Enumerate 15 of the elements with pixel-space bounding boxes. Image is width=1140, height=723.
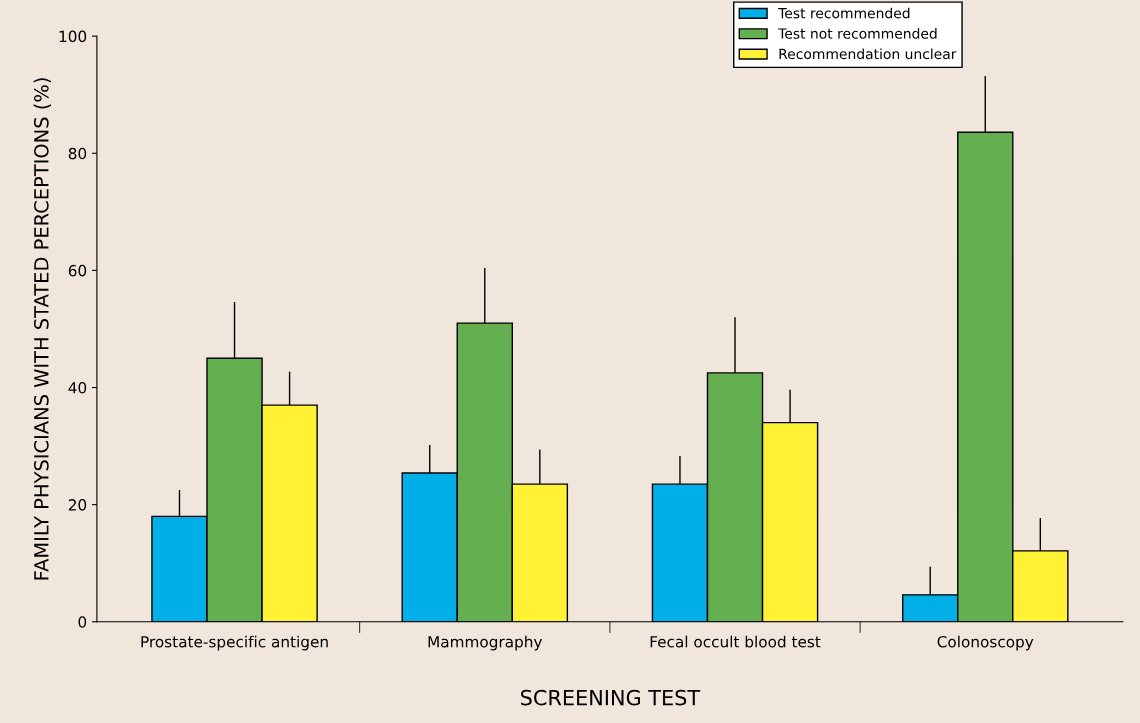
x-tick-label: Colonoscopy: [937, 635, 1034, 651]
y-tick-label: 60: [68, 264, 87, 277]
y-tick-label: 100: [59, 30, 87, 43]
x-axis-title: SCREENING TEST: [521, 689, 701, 706]
y-axis-title: FAMILY PHYSICIANS WITH STATED PERCEPTIONS (%): [33, 78, 51, 580]
x-tick-label: Prostate-specific antigen: [141, 635, 328, 651]
legend-label: Test not recommended: [778, 28, 937, 39]
y-tick-label: 0: [78, 616, 87, 628]
y-tick-label: 40: [68, 381, 87, 394]
y-tick-label: 20: [68, 499, 87, 511]
legend-label: Recommendation unclear: [779, 48, 957, 60]
y-tick-label: 80: [68, 147, 87, 160]
x-tick-label: Fecal occult blood test: [650, 635, 821, 648]
x-tick-label: Mammography: [428, 635, 543, 651]
legend-label: Test recommended: [778, 7, 910, 19]
